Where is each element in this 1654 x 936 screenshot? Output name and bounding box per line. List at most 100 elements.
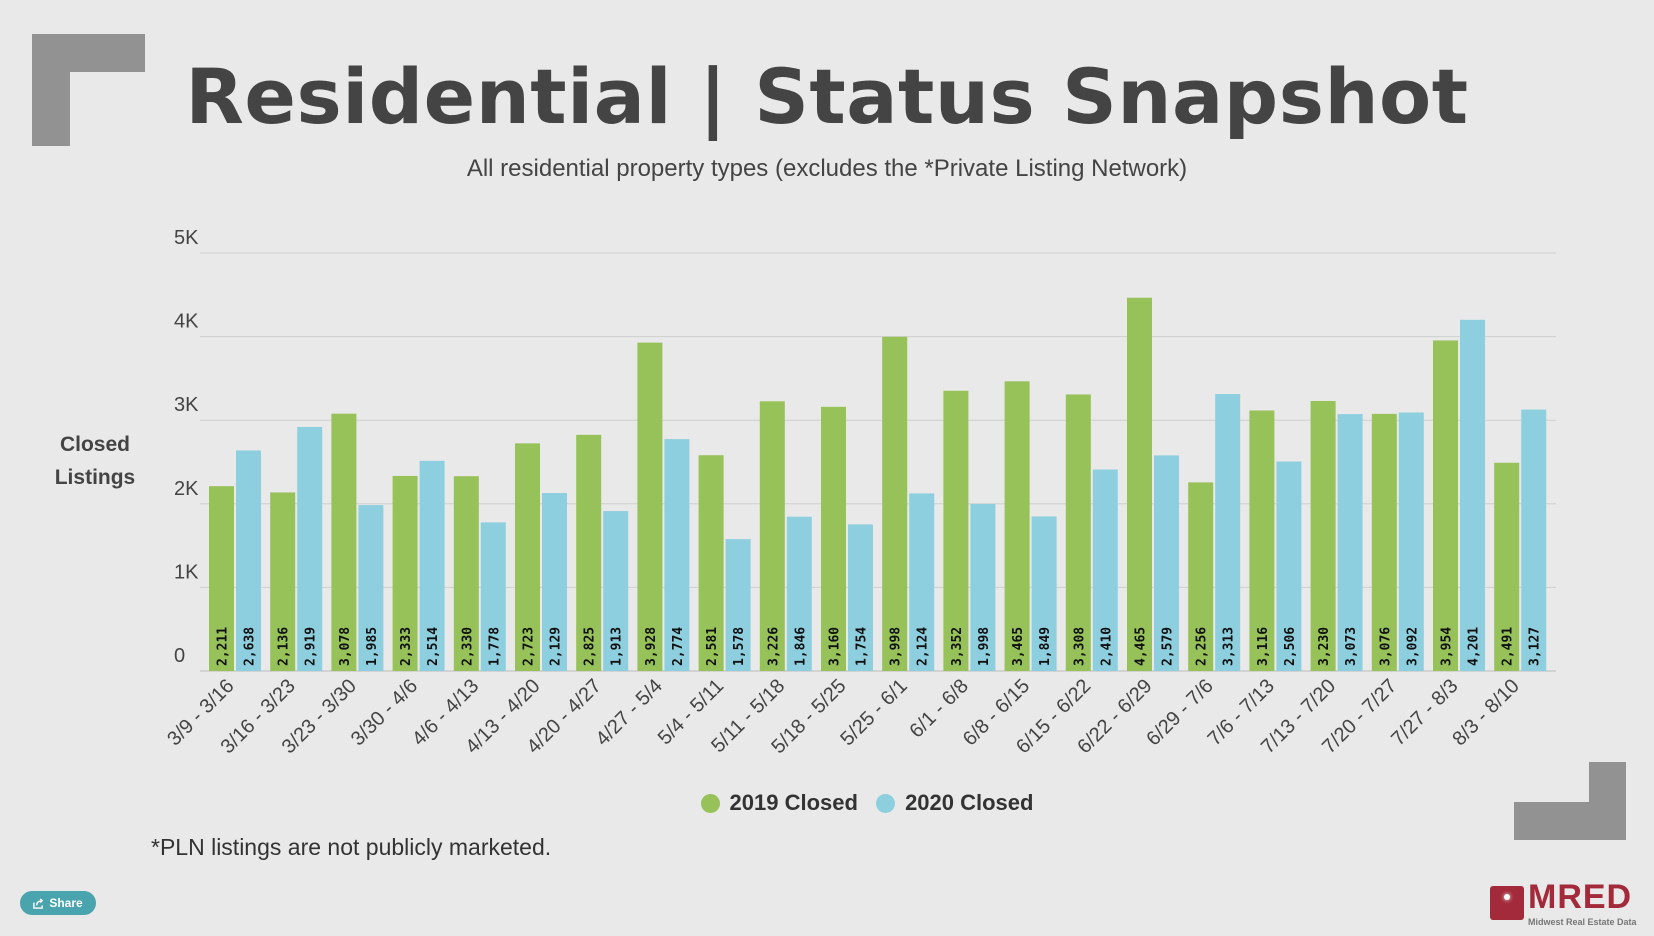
bar-2019 [759, 401, 785, 671]
bar-2019 [637, 342, 663, 671]
data-label: 3,078 [338, 627, 353, 666]
bar-2019 [1310, 400, 1336, 671]
bar-2020 [1031, 516, 1057, 671]
data-label: 1,913 [610, 627, 625, 666]
bar-2019 [1433, 340, 1458, 671]
mred-logo: MRED Midwest Real Estate Data [1490, 878, 1637, 928]
bar-2019 [392, 475, 418, 671]
data-label: 3,954 [1440, 627, 1455, 666]
bar-2020 [1092, 469, 1118, 671]
share-button[interactable]: Share [20, 891, 96, 915]
data-label: 2,333 [399, 627, 414, 666]
x-tick-label: 5/25 - 6/1 [836, 675, 911, 750]
bar-2020 [848, 524, 873, 671]
legend: 2019 Closed 2020 Closed [0, 790, 1654, 819]
data-label: 2,506 [1283, 627, 1298, 666]
bar-2019 [1494, 462, 1520, 671]
bar-2020 [909, 493, 935, 671]
bar-2020 [664, 439, 690, 671]
x-tick-label: 4/27 - 5/4 [592, 675, 667, 750]
data-label: 3,116 [1256, 627, 1271, 666]
data-label: 2,330 [460, 627, 475, 666]
data-label: 3,073 [1344, 627, 1359, 666]
bar-2020 [603, 511, 629, 671]
share-icon [33, 897, 44, 909]
data-label: 4,201 [1467, 627, 1482, 666]
x-tick-label: 8/3 - 8/10 [1448, 675, 1523, 750]
y-tick-label: 5K [174, 227, 199, 249]
data-label: 2,514 [426, 627, 441, 666]
legend-label-2020: 2020 Closed [905, 790, 1034, 815]
legend-item-2019: 2019 Closed [700, 790, 858, 816]
data-label: 3,230 [1317, 627, 1332, 666]
data-label: 4,465 [1134, 627, 1149, 666]
bar-2020 [480, 522, 506, 671]
y-axis-label: Closed Listings [54, 433, 136, 489]
bar-2020 [1276, 461, 1302, 671]
bar-2019 [1371, 413, 1397, 671]
data-label: 2,825 [583, 627, 598, 666]
data-label: 3,160 [828, 627, 843, 666]
share-label: Share [49, 896, 83, 910]
bar-2020 [236, 450, 261, 671]
bar-2019 [943, 390, 969, 671]
data-label: 1,849 [1038, 627, 1053, 666]
page-subtitle: All residential property types (excludes… [466, 155, 1188, 182]
data-label: 2,579 [1161, 627, 1176, 666]
data-label: 3,226 [766, 627, 781, 666]
bar-2020 [297, 426, 323, 671]
data-label: 2,256 [1195, 627, 1210, 666]
data-label: 2,638 [243, 627, 258, 666]
data-label: 3,076 [1378, 627, 1393, 666]
bar-2019 [515, 443, 540, 671]
data-label: 2,124 [916, 627, 931, 666]
legend-swatch-2019 [700, 793, 720, 813]
bar-2020 [358, 505, 384, 671]
mred-logo-mark [1490, 886, 1524, 920]
bar-2019 [1188, 482, 1214, 671]
legend-item-2020: 2020 Closed [876, 790, 1033, 816]
data-label: 2,491 [1501, 627, 1516, 666]
corner-bracket-top-left-vertical [32, 34, 70, 146]
bar-2019 [698, 455, 724, 671]
bar-2020 [1460, 319, 1485, 671]
bar-2020 [970, 503, 996, 671]
x-tick-label: 6/29 - 7/6 [1142, 675, 1217, 750]
y-tick-label: 1K [174, 561, 199, 583]
bar-2019 [331, 413, 357, 671]
data-label: 1,578 [732, 627, 747, 666]
data-label: 2,136 [277, 627, 292, 666]
bar-2020 [786, 516, 812, 671]
legend-label-2019: 2019 Closed [729, 790, 858, 815]
bar-2019 [1127, 297, 1152, 671]
legend-swatch-2020 [876, 793, 896, 813]
data-label: 2,919 [304, 627, 319, 666]
data-label: 1,778 [487, 627, 502, 666]
page-title: Residential | Status Snapshot [185, 52, 1469, 141]
bar-2019 [882, 336, 908, 671]
y-tick-label: 0 [174, 645, 185, 667]
bar-2020 [1215, 394, 1241, 671]
data-label: 3,998 [889, 627, 904, 666]
bar-2019 [1249, 410, 1275, 671]
bar-2020 [1398, 412, 1424, 671]
x-tick-label: 7/27 - 8/3 [1387, 675, 1462, 750]
data-label: 3,127 [1528, 627, 1543, 666]
bar-2019 [821, 406, 846, 671]
bar-2019 [209, 486, 234, 671]
bar-2019 [1004, 381, 1030, 671]
bar-2020 [542, 493, 567, 671]
bar-2020 [1337, 414, 1363, 671]
y-tick-label: 4K [174, 311, 199, 333]
data-label: 2,410 [1099, 627, 1114, 666]
bar-2020 [419, 460, 445, 671]
bar-2020 [1154, 455, 1179, 671]
data-label: 3,928 [644, 627, 659, 666]
footnote: *PLN listings are not publicly marketed. [151, 834, 552, 860]
y-tick-label: 2K [174, 478, 199, 500]
data-label: 3,092 [1405, 627, 1420, 666]
bar-2019 [453, 476, 479, 671]
logo-text: MRED [1528, 878, 1633, 916]
data-label: 1,998 [977, 627, 992, 666]
